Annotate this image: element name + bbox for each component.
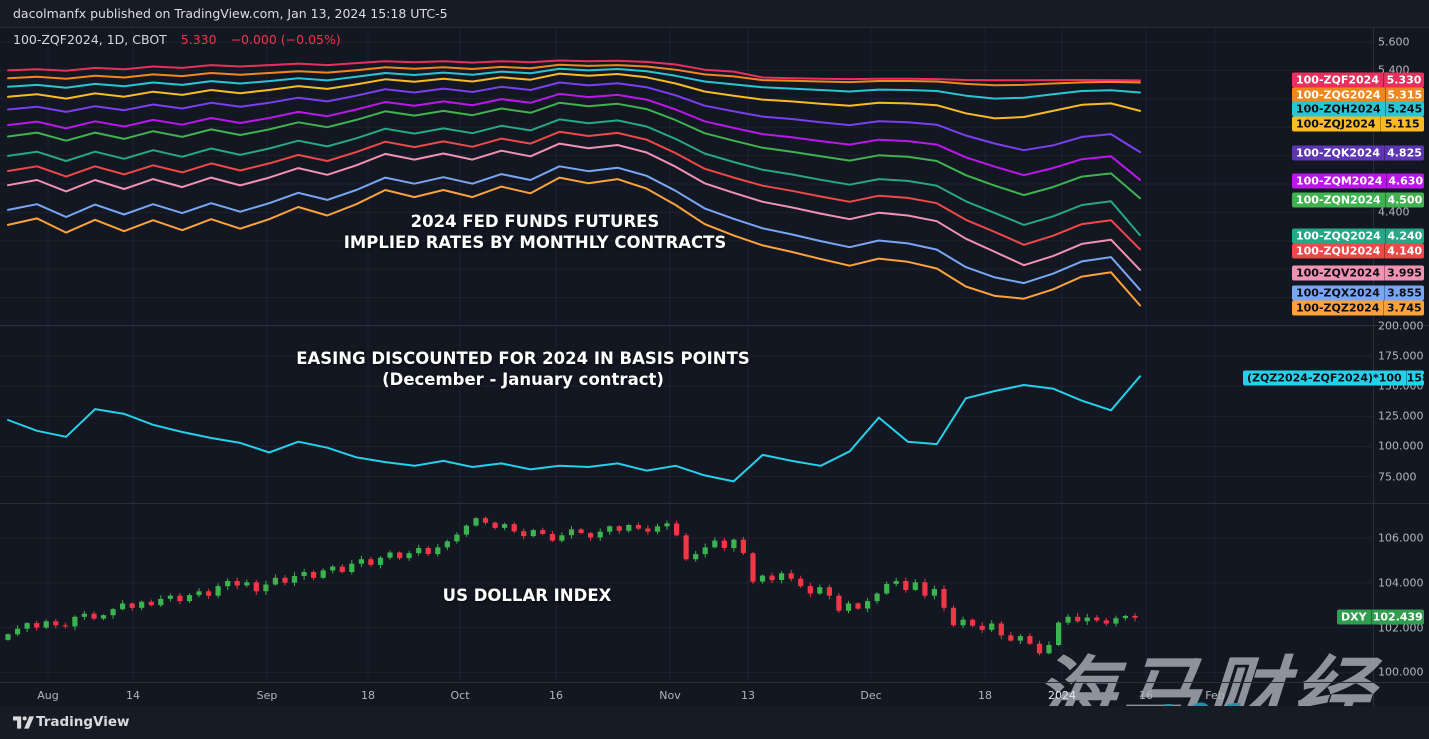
price-badge: 100-ZQJ2024 5.115 (1292, 116, 1424, 131)
price-tick-label: 104.000 (1378, 576, 1424, 590)
symbol-title: 100-ZQF2024, 1D, CBOT (13, 32, 167, 47)
tradingview-brand-link[interactable]: TradingView (36, 714, 130, 730)
time-tick-label: 16 (1139, 689, 1153, 702)
pane1-annotation: 2024 FED FUNDS FUTURES IMPLIED RATES BY … (343, 212, 727, 252)
price-tick-label: 100.000 (1378, 665, 1424, 679)
time-tick-label: Oct (450, 689, 470, 702)
pane3-annotation: US DOLLAR INDEX (442, 586, 612, 605)
published-info: dacolmanfx published on TradingView.com,… (13, 6, 448, 21)
price-badge: 100-ZQK2024 4.825 (1292, 145, 1424, 160)
time-tick-label: Dec (860, 689, 882, 702)
price-badge: 100-ZQU2024 4.140 (1292, 243, 1424, 259)
price-badge: 100-ZQG2024 5.315 (1292, 87, 1424, 102)
time-tick-label: 13 (741, 689, 755, 702)
time-tick-label: 2024 (1048, 689, 1076, 702)
time-tick-label: Nov (659, 689, 681, 702)
footer-bar: TradingView (0, 706, 1429, 739)
price-badge: 100-ZQM2024 4.630 (1292, 173, 1424, 189)
symbol-price: 5.330 (180, 32, 217, 47)
price-badge: 100-ZQZ2024 3.745 (1292, 300, 1424, 316)
price-badge: (ZQZ2024-ZQF2024)*100158.250 (1243, 370, 1424, 386)
time-tick-label: Aug (37, 689, 59, 702)
price-badge: 100-ZQX2024 3.855 (1292, 285, 1424, 301)
symbol-legend: 100-ZQF2024, 1D, CBOT 5.330 −0.000 (−0.0… (13, 32, 341, 47)
time-tick-label: 18 (978, 689, 992, 702)
time-tick-label: 18 (361, 689, 375, 702)
price-tick-label: 175.000 (1378, 349, 1424, 363)
tradingview-logo-icon[interactable] (13, 716, 34, 729)
symbol-change: −0.000 (−0.05%) (230, 32, 341, 47)
price-axis-border (1373, 28, 1374, 706)
pane2-annotation: EASING DISCOUNTED FOR 2024 IN BASIS POIN… (296, 349, 750, 389)
price-badge: 100-ZQF2024 5.330 (1292, 72, 1424, 88)
price-tick-label: 5.600 (1378, 35, 1410, 49)
price-tick-label: 125.000 (1378, 409, 1424, 423)
chart-canvas[interactable] (0, 28, 1429, 706)
price-tick-label: 200.000 (1378, 319, 1424, 333)
time-axis[interactable]: Aug 14 Sep 18 Oct 16 Nov 13 Dec 18 2024 16 Feb (0, 682, 1429, 706)
price-badge: 100-ZQH2024 5.245 (1292, 101, 1424, 117)
price-badge: 100-ZQQ2024 4.240 (1292, 228, 1424, 244)
publish-header: dacolmanfx published on TradingView.com,… (0, 0, 1429, 28)
price-tick-label: 100.000 (1378, 439, 1424, 453)
time-tick-label: 16 (549, 689, 563, 702)
price-badge: DXY 102.439 (1337, 609, 1424, 625)
price-tick-label: 106.000 (1378, 531, 1424, 545)
price-tick-label: 75.000 (1378, 470, 1417, 484)
time-tick-label: Feb (1205, 689, 1225, 702)
time-tick-label: Sep (256, 689, 278, 702)
price-tick-label: 4.400 (1378, 205, 1410, 219)
price-badge: 100-ZQN2024 4.500 (1292, 192, 1424, 207)
price-badge: 100-ZQV2024 3.995 (1292, 265, 1424, 280)
time-tick-label: 14 (126, 689, 140, 702)
